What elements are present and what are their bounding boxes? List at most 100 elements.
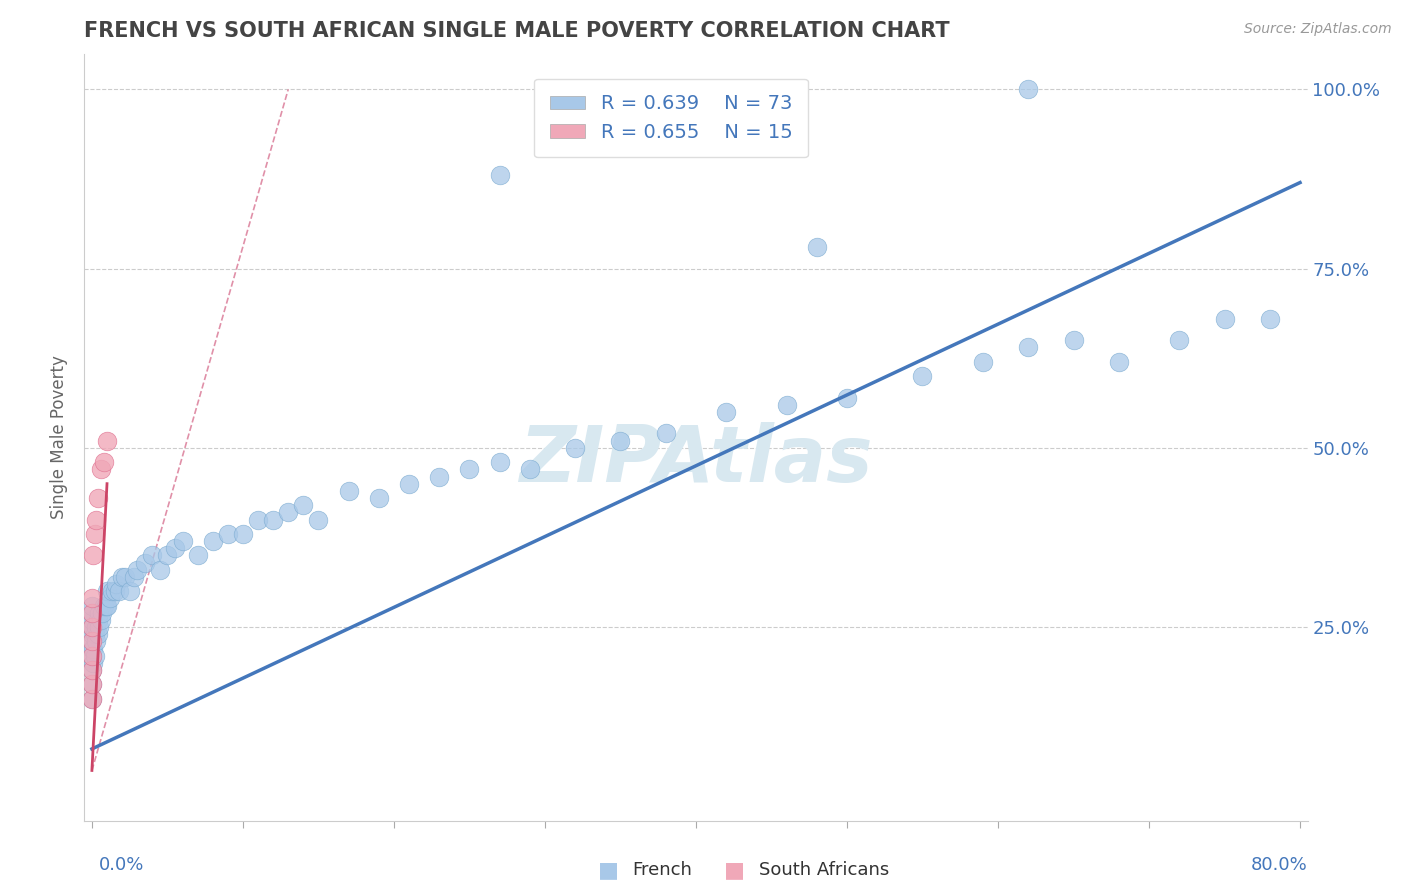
Point <box>1063 333 1085 347</box>
Point <box>292 498 315 512</box>
Point <box>87 613 110 627</box>
Point <box>80 620 103 634</box>
Point <box>90 613 112 627</box>
Point <box>277 505 299 519</box>
Point <box>1017 341 1039 355</box>
Point <box>118 584 141 599</box>
Point <box>458 462 481 476</box>
Point <box>80 663 103 677</box>
Point <box>84 627 107 641</box>
Point <box>98 591 121 606</box>
Point <box>82 549 104 563</box>
Point <box>201 534 224 549</box>
Text: FRENCH VS SOUTH AFRICAN SINGLE MALE POVERTY CORRELATION CHART: FRENCH VS SOUTH AFRICAN SINGLE MALE POVE… <box>84 21 950 41</box>
Point <box>187 549 209 563</box>
Point <box>1017 82 1039 96</box>
Point <box>86 620 108 634</box>
Point <box>911 369 934 384</box>
Point <box>1213 311 1236 326</box>
Point <box>80 627 103 641</box>
Point <box>367 491 389 505</box>
Point <box>488 169 510 183</box>
Point <box>488 455 510 469</box>
Point <box>217 527 239 541</box>
Text: Source: ZipAtlas.com: Source: ZipAtlas.com <box>1244 22 1392 37</box>
Point <box>100 584 122 599</box>
Point <box>80 648 103 663</box>
Point <box>149 563 172 577</box>
Point <box>122 570 145 584</box>
Point <box>96 584 118 599</box>
Point <box>247 512 270 526</box>
Point <box>80 691 103 706</box>
Point <box>84 648 107 663</box>
Point <box>93 455 115 469</box>
Point <box>80 613 103 627</box>
Point <box>398 476 420 491</box>
Point <box>564 441 586 455</box>
Point <box>108 584 131 599</box>
Point <box>89 606 111 620</box>
Text: ■: ■ <box>598 860 619 880</box>
Point <box>94 599 117 613</box>
Point <box>427 469 450 483</box>
Point <box>80 648 103 663</box>
Point <box>82 641 104 656</box>
Point <box>806 240 828 254</box>
Point <box>87 491 110 505</box>
Point <box>84 527 107 541</box>
Point <box>519 462 541 476</box>
Point <box>80 677 103 691</box>
Point <box>80 663 103 677</box>
Point <box>775 398 797 412</box>
Point <box>163 541 186 556</box>
Point <box>80 591 103 606</box>
Point <box>262 512 284 526</box>
Point <box>86 512 108 526</box>
Point <box>103 584 125 599</box>
Point <box>111 570 134 584</box>
Point <box>156 549 179 563</box>
Point <box>337 483 360 498</box>
Point <box>91 606 114 620</box>
Point <box>86 634 108 648</box>
Point <box>80 634 103 648</box>
Point <box>80 677 103 691</box>
Point <box>127 563 149 577</box>
Point <box>609 434 631 448</box>
Point <box>172 534 194 549</box>
Point <box>80 634 103 648</box>
Point <box>1108 355 1130 369</box>
Point <box>82 656 104 670</box>
Point <box>96 434 118 448</box>
Point <box>80 620 103 634</box>
Point <box>1168 333 1191 347</box>
Text: 0.0%: 0.0% <box>98 856 143 874</box>
Text: ZIPAtlas: ZIPAtlas <box>519 422 873 498</box>
Text: ■: ■ <box>724 860 745 880</box>
Point <box>80 606 103 620</box>
Legend: R = 0.639    N = 73, R = 0.655    N = 15: R = 0.639 N = 73, R = 0.655 N = 15 <box>534 78 808 157</box>
Point <box>90 462 112 476</box>
Point <box>114 570 136 584</box>
Point <box>835 391 858 405</box>
Point <box>80 641 103 656</box>
Point <box>307 512 329 526</box>
Point <box>232 527 254 541</box>
Text: 80.0%: 80.0% <box>1251 856 1308 874</box>
Point <box>80 606 103 620</box>
Text: French: French <box>633 861 693 879</box>
Point <box>96 599 118 613</box>
Point <box>714 405 737 419</box>
Point <box>87 627 110 641</box>
Point <box>93 599 115 613</box>
Y-axis label: Single Male Poverty: Single Male Poverty <box>51 355 69 519</box>
Point <box>80 599 103 613</box>
Point <box>141 549 163 563</box>
Point <box>972 355 994 369</box>
Text: South Africans: South Africans <box>759 861 890 879</box>
Point <box>134 556 156 570</box>
Point <box>105 577 128 591</box>
Point <box>80 691 103 706</box>
Point <box>89 620 111 634</box>
